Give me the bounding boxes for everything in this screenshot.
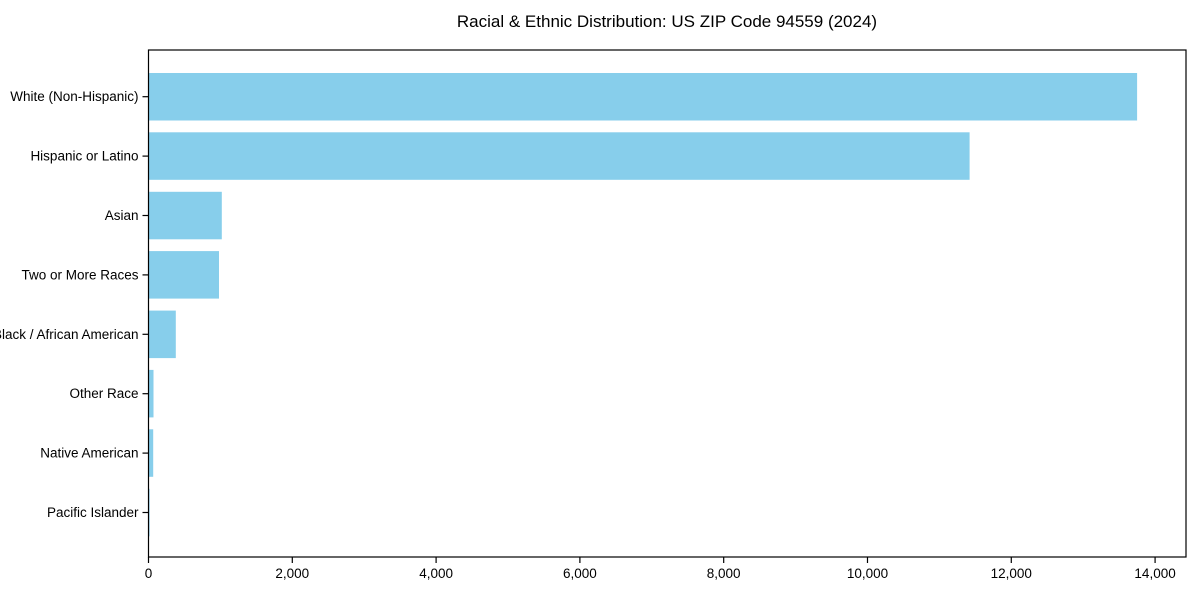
plot-frame	[147, 49, 1187, 558]
y-tick-label-1: Hispanic or Latino	[30, 149, 138, 164]
y-tick-label-5: Other Race	[69, 386, 138, 401]
x-tick-label-5: 10,000	[847, 566, 888, 581]
bar-6	[148, 429, 154, 477]
bar-4	[148, 310, 176, 359]
y-tick-label-6: Native American	[40, 446, 138, 461]
x-tick-label-4: 8,000	[707, 566, 741, 581]
bar-5	[148, 369, 154, 418]
chart-title: Racial & Ethnic Distribution: US ZIP Cod…	[456, 12, 878, 31]
bar-1	[148, 132, 970, 180]
y-tick-label-4: Black / African American	[0, 327, 139, 342]
bar-0	[148, 73, 1138, 121]
x-tick-label-0: 0	[145, 566, 153, 581]
y-tick-label-3: Two or More Races	[21, 267, 138, 282]
y-tick-label-0: White (Non-Hispanic)	[10, 89, 138, 104]
y-tick-label-2: Asian	[105, 208, 139, 223]
x-tick-label-2: 4,000	[419, 566, 453, 581]
bar-3	[148, 251, 219, 299]
bar-2	[148, 191, 222, 240]
x-tick-label-3: 6,000	[563, 566, 597, 581]
x-tick-label-7: 14,000	[1134, 566, 1175, 581]
y-tick-label-7: Pacific Islander	[47, 505, 139, 520]
x-tick-label-6: 12,000	[991, 566, 1032, 581]
x-tick-label-1: 2,000	[275, 566, 309, 581]
